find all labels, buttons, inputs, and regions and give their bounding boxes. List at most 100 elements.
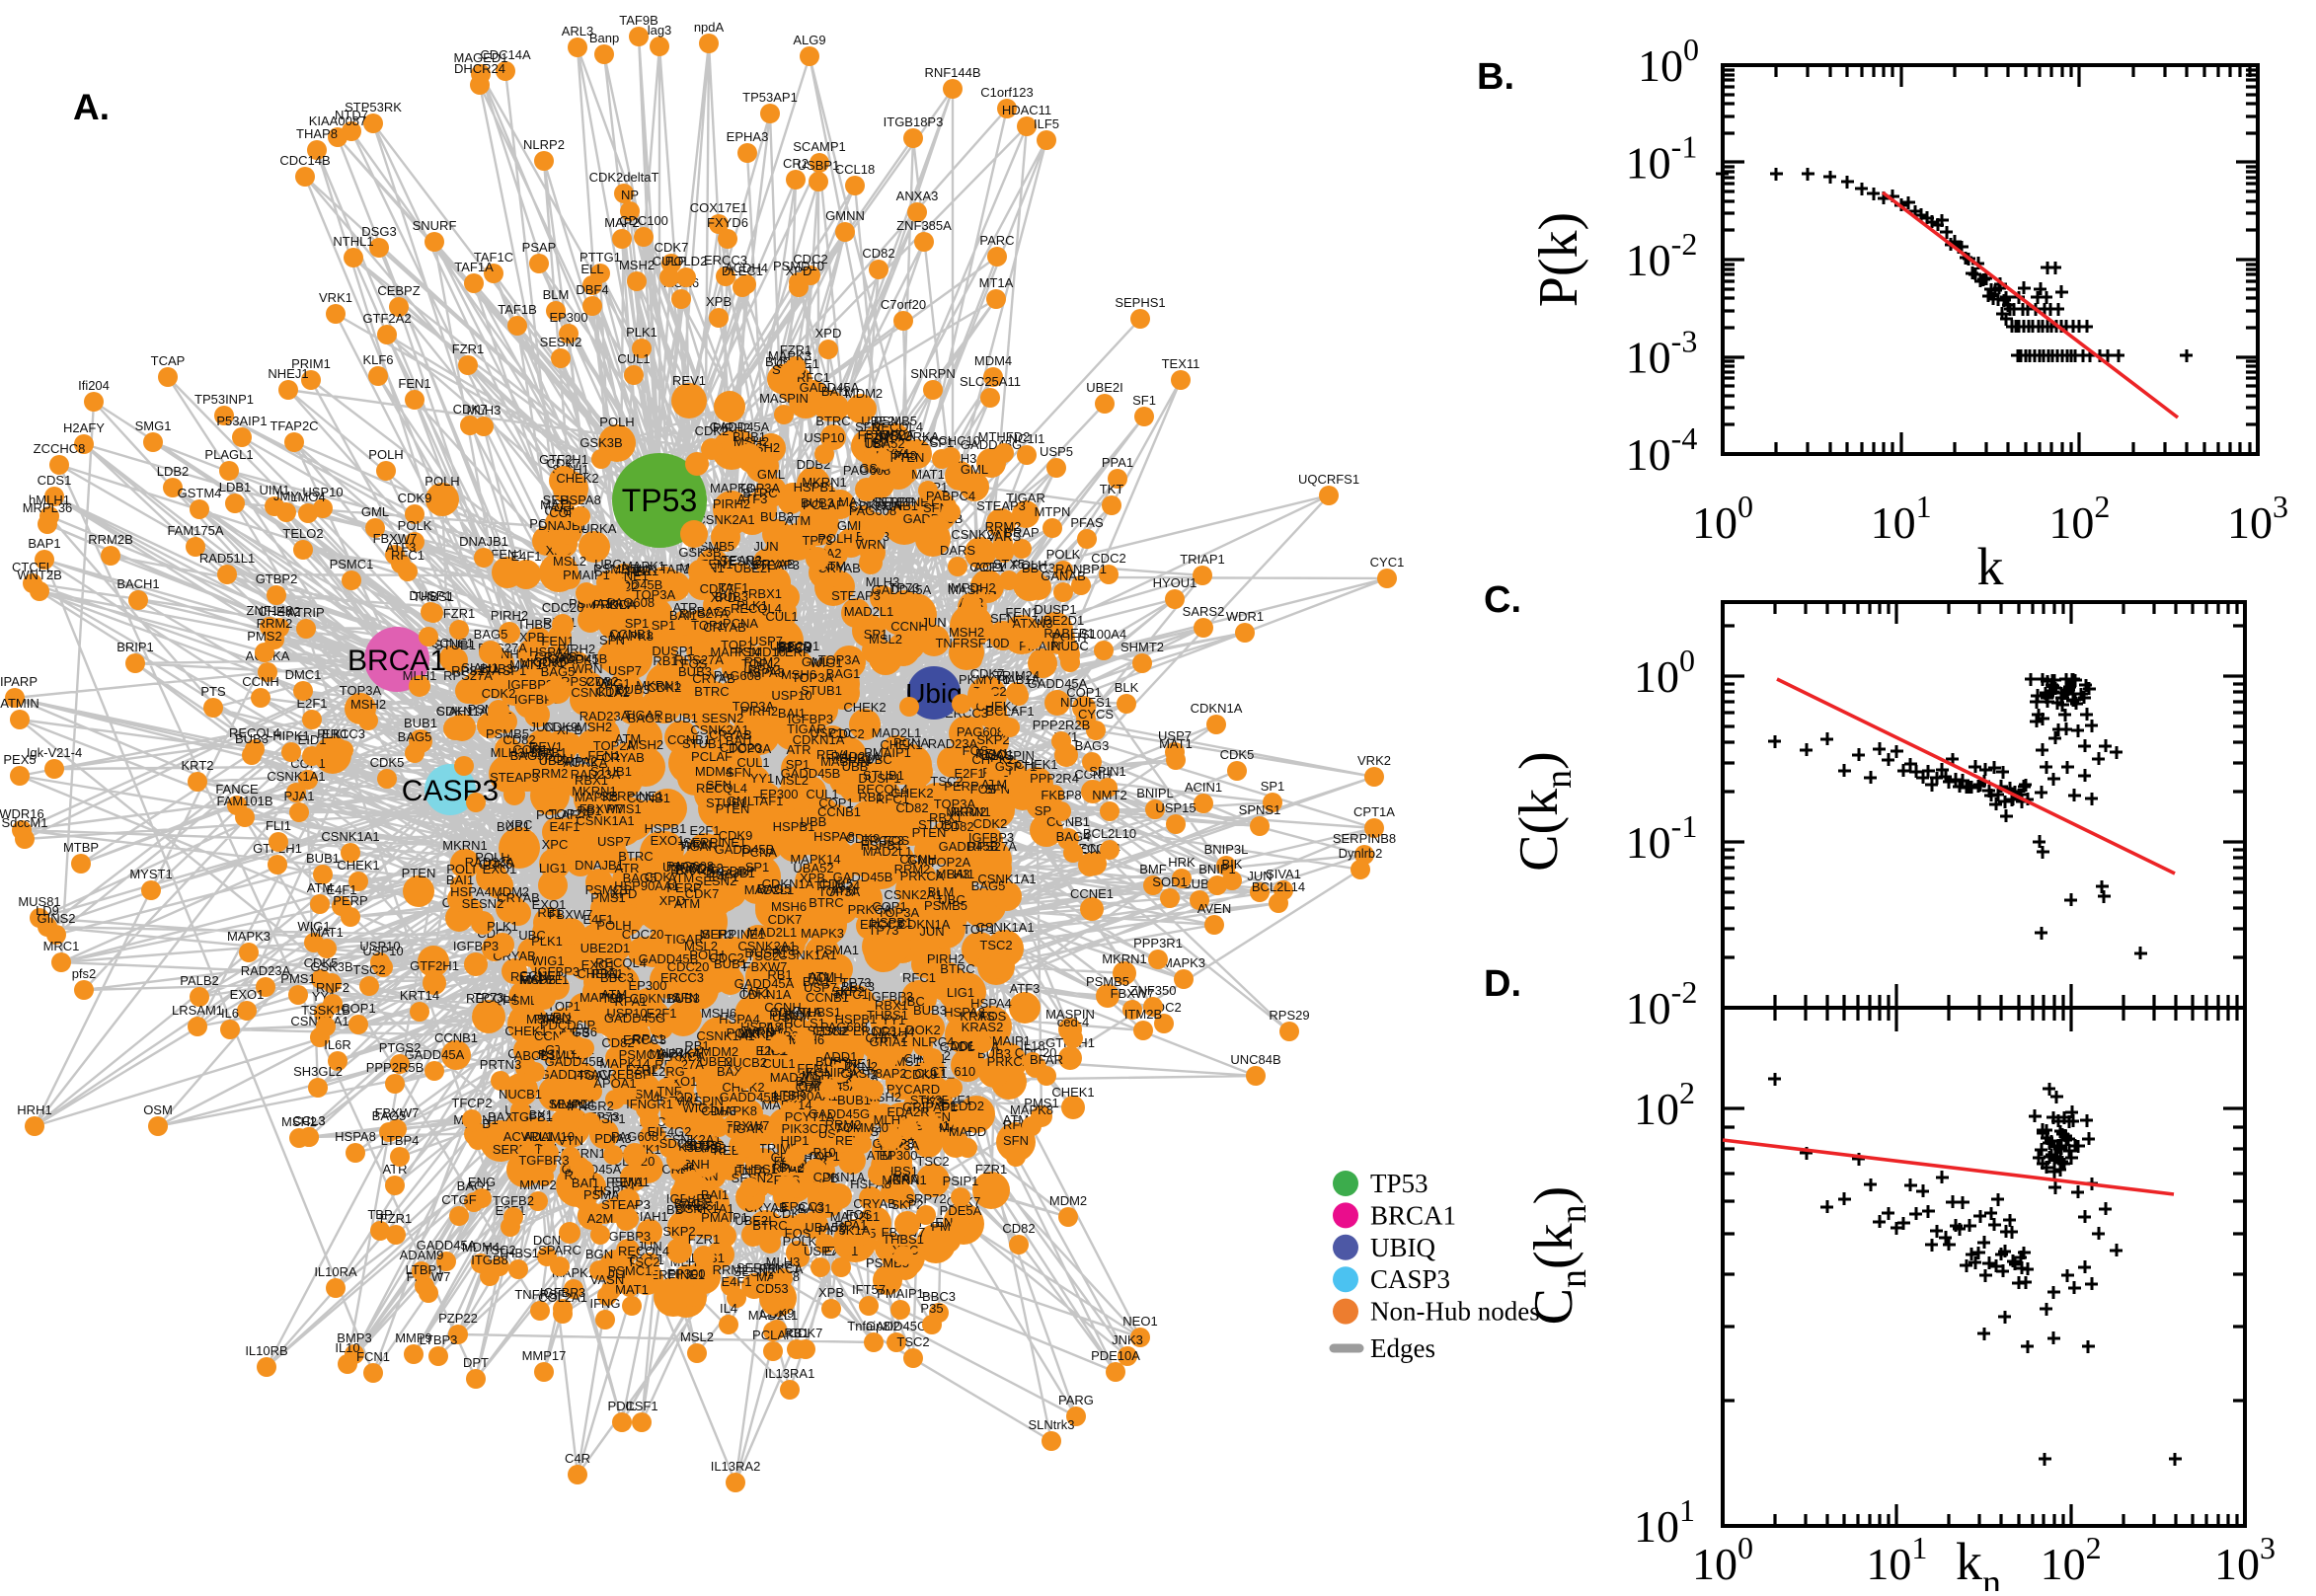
svg-text:C.: C.	[1484, 579, 1521, 621]
svg-text:REV1: REV1	[816, 747, 850, 762]
svg-text:TP53: TP53	[1370, 1169, 1428, 1198]
svg-text:BTRC: BTRC	[752, 1218, 787, 1233]
svg-text:NHEJ1: NHEJ1	[268, 366, 308, 381]
svg-text:NMT2: NMT2	[1092, 788, 1126, 802]
svg-text:PTEN: PTEN	[912, 825, 947, 840]
svg-text:BAI1: BAI1	[726, 733, 753, 748]
svg-text:UBE2I: UBE2I	[1086, 380, 1123, 395]
svg-text:MAPK14: MAPK14	[790, 852, 840, 867]
svg-text:STX5: STX5	[993, 557, 1026, 571]
svg-text:ACDH4: ACDH4	[725, 261, 768, 275]
svg-text:UQCRFS1: UQCRFS1	[1298, 472, 1359, 487]
svg-text:CDKN1A: CDKN1A	[770, 1005, 822, 1020]
svg-text:ZNF350: ZNF350	[1130, 983, 1177, 998]
svg-text:PPP2R4: PPP2R4	[1030, 771, 1079, 786]
svg-text:MKRN1: MKRN1	[1102, 951, 1147, 966]
svg-text:PLK1: PLK1	[487, 919, 518, 934]
svg-text:pfs2: pfs2	[72, 966, 97, 981]
svg-text:PMS2: PMS2	[247, 629, 281, 644]
svg-text:BAX: BAX	[675, 863, 701, 877]
svg-text:CCNB1: CCNB1	[434, 1030, 478, 1045]
svg-text:SP1: SP1	[1261, 779, 1285, 794]
svg-text:HSPB1: HSPB1	[861, 838, 903, 853]
svg-text:HSPA8: HSPA8	[813, 829, 855, 844]
svg-text:CDK5: CDK5	[304, 955, 339, 970]
svg-text:FZR1: FZR1	[452, 342, 485, 356]
svg-text:MSL2: MSL2	[680, 1330, 714, 1344]
svg-text:SH3GL2: SH3GL2	[293, 1064, 343, 1079]
svg-text:CHEK1: CHEK1	[1051, 1085, 1094, 1100]
svg-text:BBC3: BBC3	[778, 640, 811, 654]
svg-text:CDK9: CDK9	[398, 491, 432, 505]
svg-text:Edges: Edges	[1370, 1333, 1435, 1363]
svg-text:PCLAF: PCLAF	[536, 807, 578, 822]
svg-text:ITGB18P3: ITGB18P3	[884, 114, 944, 129]
svg-text:SNURF: SNURF	[413, 218, 457, 233]
svg-text:TOP3A: TOP3A	[340, 683, 382, 698]
svg-text:MTBP: MTBP	[63, 840, 99, 855]
svg-text:PIRH2: PIRH2	[491, 608, 528, 623]
svg-text:SCAMP1: SCAMP1	[793, 139, 845, 154]
svg-text:BNIP1: BNIP1	[1198, 862, 1236, 876]
svg-text:GTF2H1: GTF2H1	[539, 452, 588, 467]
svg-text:STUB1: STUB1	[590, 764, 632, 779]
svg-text:MSL2: MSL2	[869, 632, 902, 646]
svg-text:NEO1: NEO1	[1122, 1314, 1157, 1329]
svg-text:COX17E1: COX17E1	[690, 200, 748, 215]
svg-text:RNF2: RNF2	[316, 980, 349, 995]
svg-text:LTBR: LTBR	[774, 1088, 806, 1102]
svg-text:XPB: XPB	[706, 294, 732, 309]
svg-text:BLK: BLK	[1115, 680, 1139, 695]
svg-text:FXYD6: FXYD6	[707, 215, 748, 230]
svg-text:CASP3: CASP3	[1370, 1264, 1450, 1294]
svg-text:ACIN1: ACIN1	[1185, 780, 1222, 795]
svg-text:FEN1: FEN1	[611, 1175, 644, 1189]
svg-text:MAPK8: MAPK8	[710, 481, 753, 495]
svg-text:PTS: PTS	[200, 684, 226, 699]
svg-text:TP53AP1: TP53AP1	[742, 90, 798, 105]
svg-text:NUDC: NUDC	[1051, 639, 1089, 653]
svg-text:CDK7: CDK7	[700, 581, 734, 596]
svg-text:ATM: ATM	[830, 883, 856, 898]
svg-text:RECQL4: RECQL4	[857, 782, 908, 797]
svg-text:CDS1: CDS1	[38, 473, 72, 488]
svg-text:GML: GML	[757, 467, 785, 482]
svg-text:PMS1: PMS1	[606, 801, 641, 816]
svg-text:PLAGL1: PLAGL1	[204, 447, 253, 462]
svg-text:TNF: TNF	[656, 1084, 681, 1099]
svg-text:TIGAR: TIGAR	[624, 708, 663, 722]
svg-text:MAD2L1: MAD2L1	[872, 725, 922, 740]
svg-text:GSK3B: GSK3B	[678, 545, 721, 560]
svg-text:MDM4: MDM4	[974, 353, 1012, 368]
svg-text:PPP2R2B: PPP2R2B	[1033, 718, 1091, 732]
svg-text:FLI1: FLI1	[266, 818, 291, 833]
svg-text:GANAB: GANAB	[1041, 569, 1086, 583]
svg-text:IL13RA2: IL13RA2	[711, 1459, 761, 1474]
svg-text:USP10: USP10	[804, 430, 844, 445]
svg-text:THAP8: THAP8	[296, 126, 338, 141]
svg-text:MADD: MADD	[949, 1124, 986, 1139]
svg-text:PCNA: PCNA	[741, 845, 777, 860]
svg-text:DMC1: DMC1	[285, 667, 322, 682]
svg-text:LTBP1: LTBP1	[406, 1262, 444, 1277]
svg-text:SPIN1: SPIN1	[1089, 764, 1126, 779]
svg-text:ATM: ATM	[867, 1148, 892, 1163]
svg-text:MAP4K4: MAP4K4	[649, 1046, 699, 1061]
svg-text:SARS2: SARS2	[1183, 604, 1225, 619]
svg-text:MSH2: MSH2	[350, 697, 386, 712]
svg-text:BUB1: BUB1	[497, 819, 530, 834]
svg-text:PMS1: PMS1	[280, 971, 315, 986]
svg-text:CD82: CD82	[895, 800, 928, 815]
svg-text:BUB3: BUB3	[678, 664, 712, 679]
svg-text:THBS1: THBS1	[867, 1008, 908, 1023]
svg-text:HDAC11: HDAC11	[1002, 103, 1051, 117]
svg-text:CSNK1A1: CSNK1A1	[321, 829, 379, 844]
svg-text:YY1: YY1	[882, 1013, 906, 1027]
svg-text:PSAP: PSAP	[522, 240, 557, 255]
svg-text:CCNB1: CCNB1	[627, 791, 670, 805]
svg-text:PIRH2: PIRH2	[927, 951, 965, 966]
svg-text:ZCCHC10: ZCCHC10	[921, 433, 980, 448]
svg-text:ELL: ELL	[580, 262, 603, 276]
svg-text:CCNH: CCNH	[890, 619, 928, 634]
svg-text:BAI1: BAI1	[446, 873, 474, 887]
